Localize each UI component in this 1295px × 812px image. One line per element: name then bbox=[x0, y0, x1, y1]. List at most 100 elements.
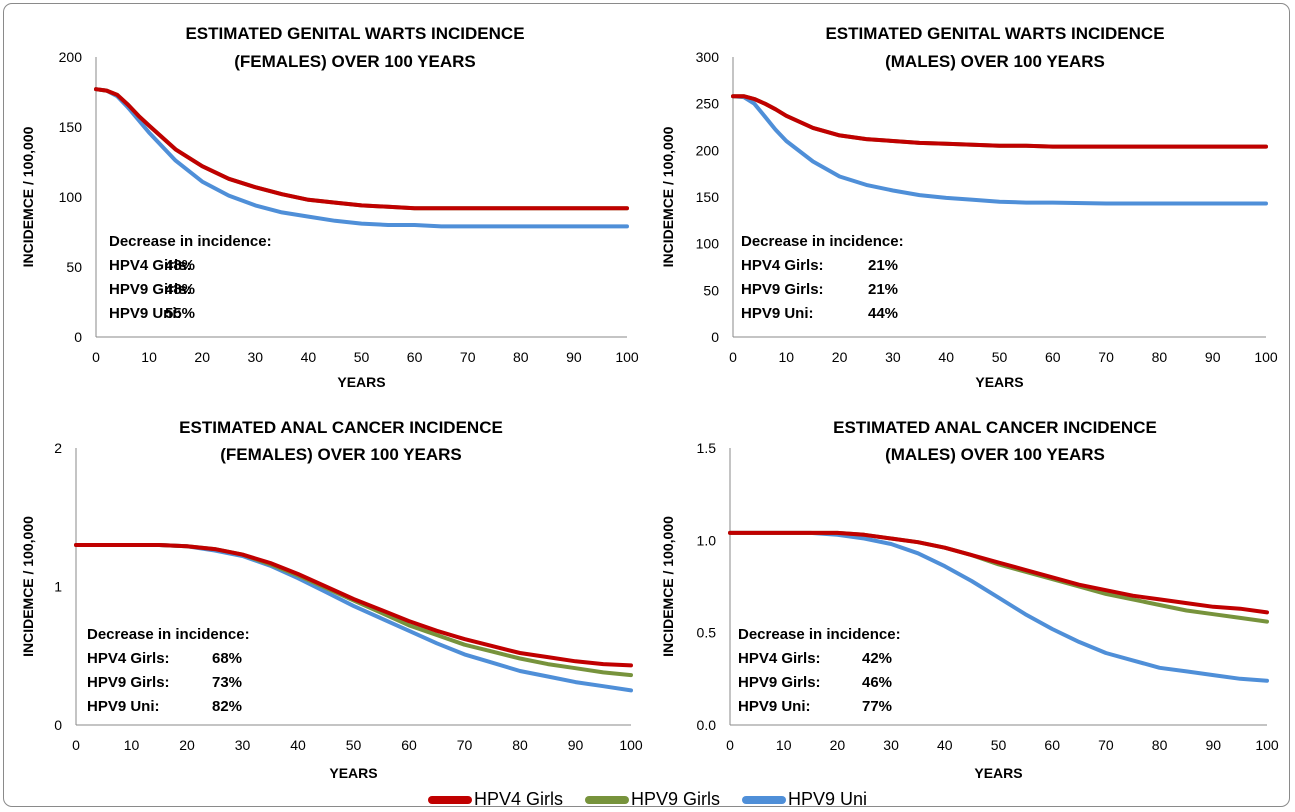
annotation-heading: Decrease in incidence: bbox=[87, 626, 250, 643]
x-tick-label: 70 bbox=[1098, 349, 1114, 365]
y-tick-label: 0.0 bbox=[697, 717, 717, 733]
chart-title: (FEMALES) OVER 100 YEARS bbox=[220, 445, 462, 464]
series-line-hpv9-girls bbox=[728, 530, 1269, 624]
x-tick-label: 60 bbox=[1045, 349, 1061, 365]
y-tick-label: 1.5 bbox=[697, 440, 717, 456]
series-line-hpv4-girls bbox=[731, 94, 1268, 149]
annotation-row-value: 48% bbox=[165, 281, 195, 298]
annotation-row-label: HPV9 Girls: bbox=[87, 674, 170, 691]
legend-label: HPV9 Uni bbox=[788, 789, 868, 809]
y-tick-label: 1 bbox=[54, 579, 62, 595]
legend-swatch-hpv9-uni bbox=[742, 795, 786, 804]
annotation-row-label: HPV4 Girls: bbox=[87, 650, 170, 667]
y-tick-label: 300 bbox=[696, 49, 720, 65]
legend-label: HPV9 Girls bbox=[630, 789, 720, 809]
y-tick-label: 1.0 bbox=[697, 532, 717, 548]
x-tick-label: 70 bbox=[460, 349, 476, 365]
annotation-heading: Decrease in incidence: bbox=[741, 233, 904, 250]
x-tick-label: 90 bbox=[1205, 349, 1221, 365]
figure-frame bbox=[3, 3, 1290, 807]
y-axis-label: INCIDEMCE / 100,000 bbox=[20, 516, 36, 657]
x-axis-label: YEARS bbox=[337, 374, 385, 390]
annotation-row-label: HPV9 Uni: bbox=[87, 698, 160, 715]
x-tick-label: 20 bbox=[832, 349, 848, 365]
y-tick-label: 0 bbox=[711, 329, 719, 345]
x-tick-label: 30 bbox=[885, 349, 901, 365]
chart-title: ESTIMATED ANAL CANCER INCIDENCE bbox=[833, 418, 1157, 437]
annotation-row-value: 77% bbox=[862, 698, 892, 715]
series-line-hpv4-girls bbox=[728, 530, 1269, 615]
x-tick-label: 90 bbox=[568, 737, 584, 753]
x-tick-label: 20 bbox=[179, 737, 195, 753]
x-tick-label: 10 bbox=[779, 349, 795, 365]
x-tick-label: 80 bbox=[1152, 737, 1168, 753]
x-tick-label: 10 bbox=[141, 349, 157, 365]
x-tick-label: 60 bbox=[401, 737, 417, 753]
x-tick-label: 100 bbox=[1255, 737, 1279, 753]
x-tick-label: 100 bbox=[1254, 349, 1278, 365]
chart-panel-4: ESTIMATED ANAL CANCER INCIDENCE (MALES) O… bbox=[660, 418, 1279, 781]
annotation-row-label: HPV9 Uni: bbox=[738, 698, 811, 715]
x-tick-label: 20 bbox=[830, 737, 846, 753]
x-tick-label: 50 bbox=[346, 737, 362, 753]
x-tick-label: 90 bbox=[566, 349, 582, 365]
x-tick-label: 40 bbox=[301, 349, 317, 365]
chart-grid: ESTIMATED GENITAL WARTS INCIDENCE (FEMALE… bbox=[20, 24, 1279, 781]
annotation-row-value: 82% bbox=[212, 698, 242, 715]
x-axis-label: YEARS bbox=[974, 765, 1022, 781]
annotation-row-label: HPV4 Girls: bbox=[738, 650, 821, 667]
annotation-row-value: 68% bbox=[212, 650, 242, 667]
series-line-hpv9-uni bbox=[74, 543, 633, 693]
series-line-hpv9-uni bbox=[731, 94, 1268, 206]
annotation-row-value: 46% bbox=[862, 674, 892, 691]
annotation-row-value: 21% bbox=[868, 281, 898, 298]
x-tick-label: 70 bbox=[1098, 737, 1114, 753]
series-line-hpv4-girls bbox=[94, 87, 629, 211]
x-tick-label: 50 bbox=[354, 349, 370, 365]
chart-panel-1: ESTIMATED GENITAL WARTS INCIDENCE (FEMALE… bbox=[20, 24, 639, 390]
chart-title: (MALES) OVER 100 YEARS bbox=[885, 52, 1105, 71]
annotation-row-value: 21% bbox=[868, 257, 898, 274]
annotation-row-value: 42% bbox=[862, 650, 892, 667]
chart-panel-2: ESTIMATED GENITAL WARTS INCIDENCE (MALES)… bbox=[660, 24, 1278, 390]
annotation-row-label: HPV4 Girls: bbox=[109, 257, 192, 274]
y-tick-label: 100 bbox=[59, 189, 83, 205]
y-tick-label: 150 bbox=[696, 189, 720, 205]
series-line-hpv9-girls bbox=[731, 94, 1268, 149]
legend-item-hpv9-uni: HPV9 Uni bbox=[742, 789, 867, 810]
chart-title: ESTIMATED ANAL CANCER INCIDENCE bbox=[179, 418, 503, 437]
chart-title: ESTIMATED GENITAL WARTS INCIDENCE bbox=[825, 24, 1164, 43]
annotation-row-value: 44% bbox=[868, 305, 898, 322]
annotation-row-label: HPV9 Girls: bbox=[741, 281, 824, 298]
y-tick-label: 200 bbox=[59, 49, 83, 65]
x-tick-label: 70 bbox=[457, 737, 473, 753]
annotation-row-value: 55% bbox=[165, 305, 195, 322]
chart-panel-3: ESTIMATED ANAL CANCER INCIDENCE (FEMALES)… bbox=[20, 418, 643, 781]
x-axis-label: YEARS bbox=[975, 374, 1023, 390]
y-axis-label: INCIDEMCE / 100,000 bbox=[660, 516, 676, 657]
chart-title: ESTIMATED GENITAL WARTS INCIDENCE bbox=[185, 24, 524, 43]
y-tick-label: 50 bbox=[66, 259, 82, 275]
legend-swatch-hpv9-girls bbox=[584, 795, 629, 804]
y-axis-label: INCIDEMCE / 100,000 bbox=[20, 126, 36, 267]
x-tick-label: 100 bbox=[619, 737, 643, 753]
annotation-row-label: HPV9 Uni: bbox=[109, 305, 182, 322]
x-tick-label: 80 bbox=[512, 737, 528, 753]
x-tick-label: 40 bbox=[290, 737, 306, 753]
series-line-hpv4-girls bbox=[74, 543, 633, 668]
y-tick-label: 200 bbox=[696, 142, 720, 158]
x-tick-label: 60 bbox=[407, 349, 423, 365]
annotation-heading: Decrease in incidence: bbox=[109, 233, 272, 250]
series-line-hpv9-uni bbox=[728, 530, 1269, 683]
x-tick-label: 100 bbox=[615, 349, 639, 365]
x-tick-label: 0 bbox=[726, 737, 734, 753]
x-tick-label: 30 bbox=[248, 349, 264, 365]
legend-label: HPV4 Girls bbox=[473, 789, 563, 809]
x-tick-label: 60 bbox=[1044, 737, 1060, 753]
x-tick-label: 90 bbox=[1206, 737, 1222, 753]
x-tick-label: 80 bbox=[513, 349, 529, 365]
annotation-row-value: 48% bbox=[165, 257, 195, 274]
x-tick-label: 20 bbox=[194, 349, 210, 365]
x-tick-label: 50 bbox=[991, 737, 1007, 753]
y-tick-label: 250 bbox=[696, 96, 720, 112]
